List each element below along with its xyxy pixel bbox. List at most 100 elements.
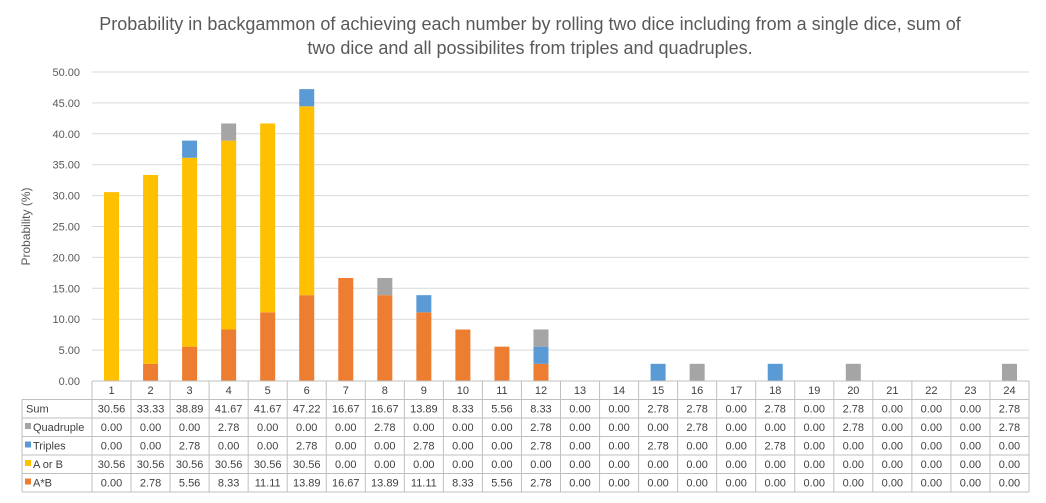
table-cell-triples-6: 2.78 [296,441,317,453]
x-tick-label-4: 4 [226,385,232,397]
table-cell-a-b-1: 0.00 [101,478,122,490]
table-cell-a-b-22: 0.00 [921,478,942,490]
table-cell-a-or-b-17: 0.00 [725,459,746,471]
bar-a-b-7 [338,277,354,381]
table-cell-quadruple-2: 0.00 [140,422,161,434]
table-cell-a-b-3: 5.56 [179,478,200,490]
table-cell-a-or-b-22: 0.00 [921,459,942,471]
table-cell-sum-22: 0.00 [921,404,942,416]
table-cell-triples-4: 0.00 [218,441,239,453]
table-cell-a-or-b-6: 30.56 [293,459,321,471]
table-cell-triples-8: 0.00 [374,441,395,453]
x-tick-label-3: 3 [187,385,193,397]
bar-a-or-b-6 [299,106,315,296]
table-cell-a-or-b-4: 30.56 [215,459,243,471]
y-tick-label-25.00: 25.00 [52,222,80,234]
table-cell-triples-21: 0.00 [882,441,903,453]
table-cell-a-or-b-5: 30.56 [254,459,282,471]
y-tick-label-10.00: 10.00 [52,314,80,326]
table-cell-a-b-21: 0.00 [882,478,903,490]
y-tick-label-45.00: 45.00 [52,98,80,110]
bar-a-b-4 [221,329,237,381]
table-cell-sum-8: 16.67 [371,404,399,416]
table-cell-sum-15: 2.78 [647,404,668,416]
table-cell-a-or-b-13: 0.00 [569,459,590,471]
table-row-label-a-b: A*B [33,478,52,490]
bar-a-or-b-2 [143,174,159,364]
table-cell-quadruple-14: 0.00 [608,422,629,434]
table-cell-a-b-15: 0.00 [647,478,668,490]
table-cell-a-or-b-10: 0.00 [452,459,473,471]
table-cell-triples-12: 2.78 [530,441,551,453]
x-tick-label-9: 9 [421,385,427,397]
table-cell-sum-7: 16.67 [332,404,360,416]
table-cell-sum-9: 13.89 [410,404,438,416]
table-cell-triples-24: 0.00 [999,441,1020,453]
table-cell-quadruple-24: 2.78 [999,422,1020,434]
x-tick-label-16: 16 [691,385,703,397]
x-tick-label-1: 1 [108,385,114,397]
table-cell-a-b-24: 0.00 [999,478,1020,490]
bar-a-b-6 [299,295,315,381]
table-cell-a-or-b-12: 0.00 [530,459,551,471]
table-cell-triples-13: 0.00 [569,441,590,453]
table-row-label-quadruple: Quadruple [33,422,84,434]
table-cell-quadruple-21: 0.00 [882,422,903,434]
table-cell-triples-10: 0.00 [452,441,473,453]
x-tick-label-20: 20 [847,385,859,397]
bar-a-b-11 [494,346,510,381]
table-cell-sum-11: 5.56 [491,404,512,416]
bar-triples-18 [767,363,783,381]
table-cell-a-b-2: 2.78 [140,478,161,490]
table-cell-quadruple-4: 2.78 [218,422,239,434]
table-cell-sum-16: 2.78 [686,404,707,416]
table-cell-a-b-16: 0.00 [686,478,707,490]
table-cell-a-or-b-16: 0.00 [686,459,707,471]
table-cell-sum-14: 0.00 [608,404,629,416]
table-cell-sum-24: 2.78 [999,404,1020,416]
table-cell-a-b-9: 11.11 [411,478,437,490]
table-cell-sum-19: 0.00 [804,404,825,416]
x-tick-label-8: 8 [382,385,388,397]
table-cell-triples-1: 0.00 [101,441,122,453]
table-cell-quadruple-15: 0.00 [647,422,668,434]
table-cell-sum-3: 38.89 [176,404,204,416]
table-cell-triples-23: 0.00 [960,441,981,453]
table-cell-quadruple-19: 0.00 [804,422,825,434]
table-cell-triples-22: 0.00 [921,441,942,453]
x-tick-label-13: 13 [574,385,586,397]
table-cell-a-or-b-15: 0.00 [647,459,668,471]
table-cell-quadruple-10: 0.00 [452,422,473,434]
bar-quadruple-8 [377,277,393,296]
bar-quadruple-20 [845,363,861,381]
table-cell-a-b-18: 0.00 [765,478,786,490]
table-cell-triples-20: 0.00 [843,441,864,453]
table-cell-a-or-b-3: 30.56 [176,459,204,471]
x-tick-label-6: 6 [304,385,310,397]
table-cell-quadruple-12: 2.78 [530,422,551,434]
x-tick-label-18: 18 [769,385,781,397]
table-cell-a-b-17: 0.00 [725,478,746,490]
table-cell-a-or-b-7: 0.00 [335,459,356,471]
table-cell-a-or-b-8: 0.00 [374,459,395,471]
table-cell-triples-19: 0.00 [804,441,825,453]
table-cell-a-or-b-1: 30.56 [98,459,126,471]
x-tick-label-19: 19 [808,385,820,397]
table-cell-a-or-b-21: 0.00 [882,459,903,471]
x-tick-label-23: 23 [964,385,976,397]
table-cell-a-or-b-14: 0.00 [608,459,629,471]
legend-key-a-or-b [25,460,31,466]
chart-title-line-1: Probability in backgammon of achieving e… [99,14,961,34]
table-cell-sum-20: 2.78 [843,404,864,416]
bar-triples-6 [299,89,315,107]
table-cell-a-b-6: 13.89 [293,478,321,490]
table-cell-a-b-11: 5.56 [491,478,512,490]
table-cell-triples-3: 2.78 [179,441,200,453]
y-tick-label-50.00: 50.00 [52,67,80,79]
bar-a-b-2 [143,363,159,381]
y-tick-label-40.00: 40.00 [52,129,80,141]
legend-key-a-b [25,478,31,485]
x-tick-label-21: 21 [886,385,898,397]
table-cell-sum-18: 2.78 [765,404,786,416]
